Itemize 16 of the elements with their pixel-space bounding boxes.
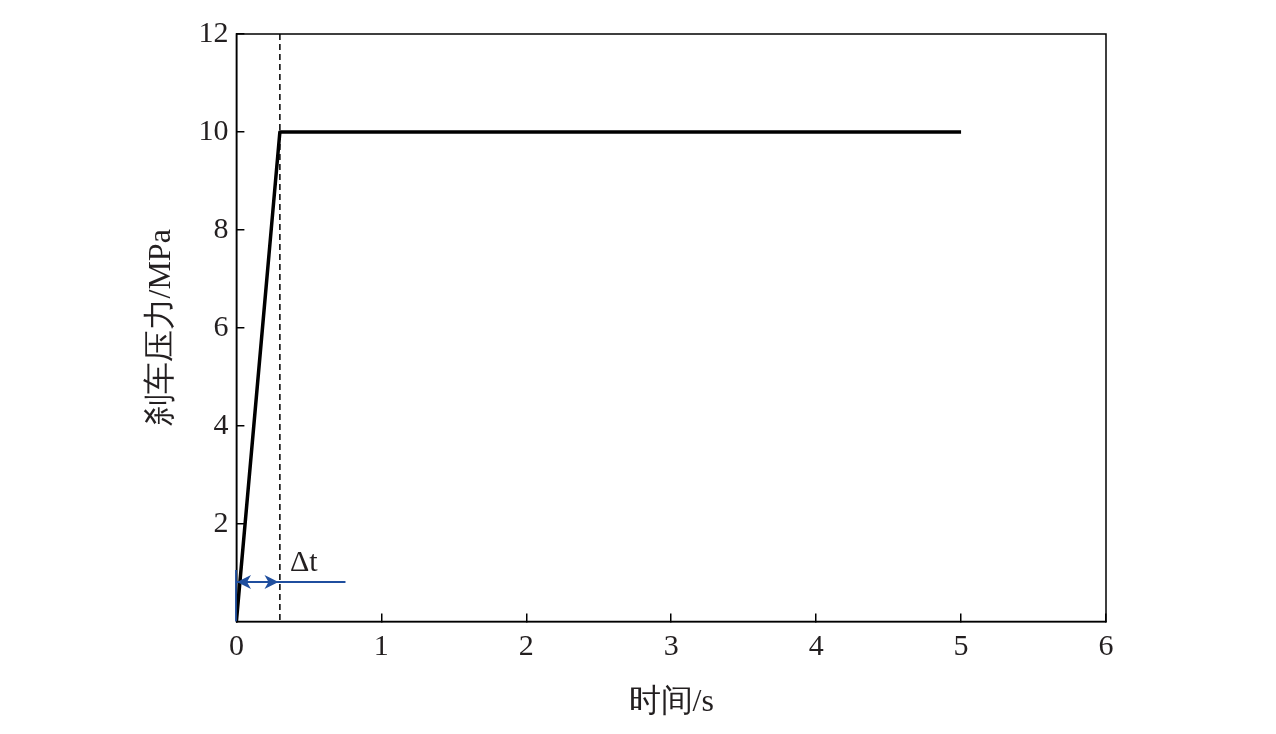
x-tick-label: 4	[808, 628, 824, 662]
x-tick-label: 6	[1098, 628, 1114, 662]
annotation: Δt	[289, 544, 319, 578]
x-axis-title: 时间/s	[628, 682, 714, 719]
x-tick-label: 5	[953, 628, 969, 662]
x-tick-label: 0	[228, 628, 244, 662]
y-tick-label: 12	[198, 14, 229, 48]
x-tick-label: 3	[663, 628, 679, 662]
x-tick-label: 2	[518, 628, 534, 662]
x-tick-label: 1	[373, 628, 389, 662]
y-tick-label: 4	[213, 406, 229, 440]
y-tick-label: 6	[213, 308, 229, 342]
y-axis-title: 刹车压力/MPa	[140, 229, 177, 427]
y-tick-label: 2	[213, 504, 229, 538]
y-tick-label: 10	[198, 112, 229, 146]
y-tick-label: 8	[213, 210, 229, 244]
